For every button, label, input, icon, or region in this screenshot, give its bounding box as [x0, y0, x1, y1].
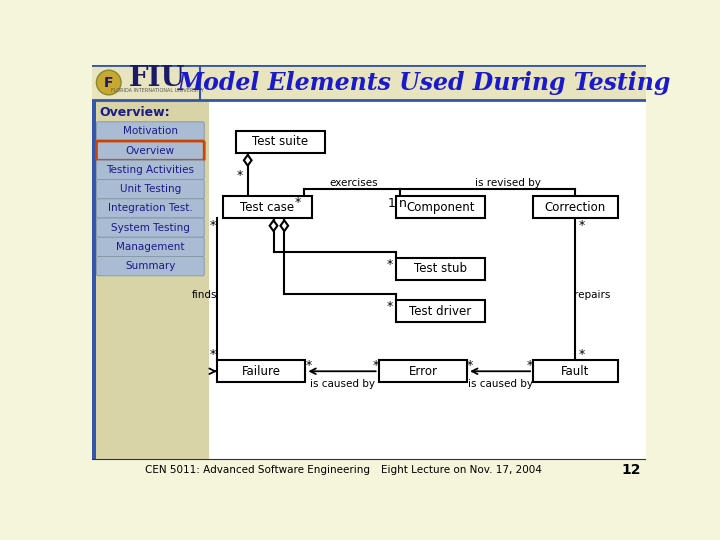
Text: *: *: [305, 360, 312, 373]
Text: Integration Test.: Integration Test.: [108, 204, 193, 213]
Bar: [396, 300, 485, 322]
FancyBboxPatch shape: [96, 179, 204, 199]
Text: Motivation: Motivation: [123, 126, 178, 137]
Text: is caused by: is caused by: [310, 379, 374, 389]
Text: finds: finds: [192, 289, 217, 300]
Bar: [533, 197, 618, 218]
Bar: [379, 361, 467, 382]
Text: Test driver: Test driver: [410, 305, 472, 318]
Text: *: *: [527, 360, 533, 373]
Text: CEN 5011: Advanced Software Engineering: CEN 5011: Advanced Software Engineering: [145, 465, 370, 475]
Text: Test case: Test case: [240, 201, 294, 214]
Text: Test stub: Test stub: [414, 262, 467, 275]
Text: Failure: Failure: [242, 364, 281, 378]
Bar: [223, 197, 312, 218]
Text: Fault: Fault: [561, 364, 590, 378]
Text: *: *: [387, 300, 393, 313]
Text: *: *: [294, 196, 301, 209]
Text: System Testing: System Testing: [111, 222, 190, 233]
Bar: [92, 100, 209, 481]
Text: exercises: exercises: [330, 178, 378, 187]
Bar: [217, 361, 305, 382]
Text: is caused by: is caused by: [467, 379, 533, 389]
Text: Correction: Correction: [545, 201, 606, 214]
Text: Model Elements Used During Testing: Model Elements Used During Testing: [178, 71, 671, 94]
Bar: [92, 100, 96, 481]
Text: *: *: [578, 219, 585, 232]
Text: *: *: [578, 348, 585, 361]
Text: *: *: [387, 258, 393, 271]
Text: Management: Management: [116, 242, 184, 252]
Polygon shape: [270, 220, 277, 231]
Text: Testing Activities: Testing Activities: [107, 165, 194, 175]
Text: *: *: [237, 169, 243, 182]
Text: Summary: Summary: [125, 261, 176, 271]
Text: repairs: repairs: [574, 289, 611, 300]
FancyBboxPatch shape: [96, 237, 204, 256]
Text: *: *: [372, 360, 379, 373]
Polygon shape: [244, 155, 251, 166]
Text: FLORIDA INTERNATIONAL UNIVERSITY: FLORIDA INTERNATIONAL UNIVERSITY: [111, 87, 204, 93]
FancyBboxPatch shape: [96, 256, 204, 276]
FancyBboxPatch shape: [96, 218, 204, 237]
Bar: [396, 258, 485, 280]
Bar: [533, 361, 618, 382]
Text: *: *: [210, 348, 216, 361]
Text: Overview: Overview: [126, 146, 175, 156]
Text: 12: 12: [621, 463, 641, 477]
Text: FIU: FIU: [129, 65, 186, 92]
FancyBboxPatch shape: [96, 160, 204, 179]
Text: *: *: [467, 360, 473, 373]
Text: *: *: [210, 219, 216, 232]
Text: Test suite: Test suite: [253, 136, 308, 148]
Bar: [396, 197, 485, 218]
Bar: [209, 100, 647, 459]
Text: Overview:: Overview:: [99, 106, 170, 119]
Bar: [94, 66, 197, 99]
Text: is revised by: is revised by: [475, 178, 541, 187]
Text: Unit Testing: Unit Testing: [120, 184, 181, 194]
Circle shape: [96, 70, 121, 95]
Text: Error: Error: [408, 364, 438, 378]
Text: F: F: [104, 76, 114, 90]
Bar: [92, 65, 647, 100]
FancyBboxPatch shape: [96, 141, 204, 160]
FancyBboxPatch shape: [96, 122, 204, 141]
Bar: [236, 131, 325, 153]
Bar: [92, 459, 647, 481]
FancyBboxPatch shape: [96, 199, 204, 218]
Text: Component: Component: [406, 201, 475, 214]
Text: 1: 1: [388, 197, 396, 210]
Text: n: n: [399, 197, 406, 210]
Polygon shape: [281, 220, 288, 231]
Text: Eight Lecture on Nov. 17, 2004: Eight Lecture on Nov. 17, 2004: [381, 465, 542, 475]
